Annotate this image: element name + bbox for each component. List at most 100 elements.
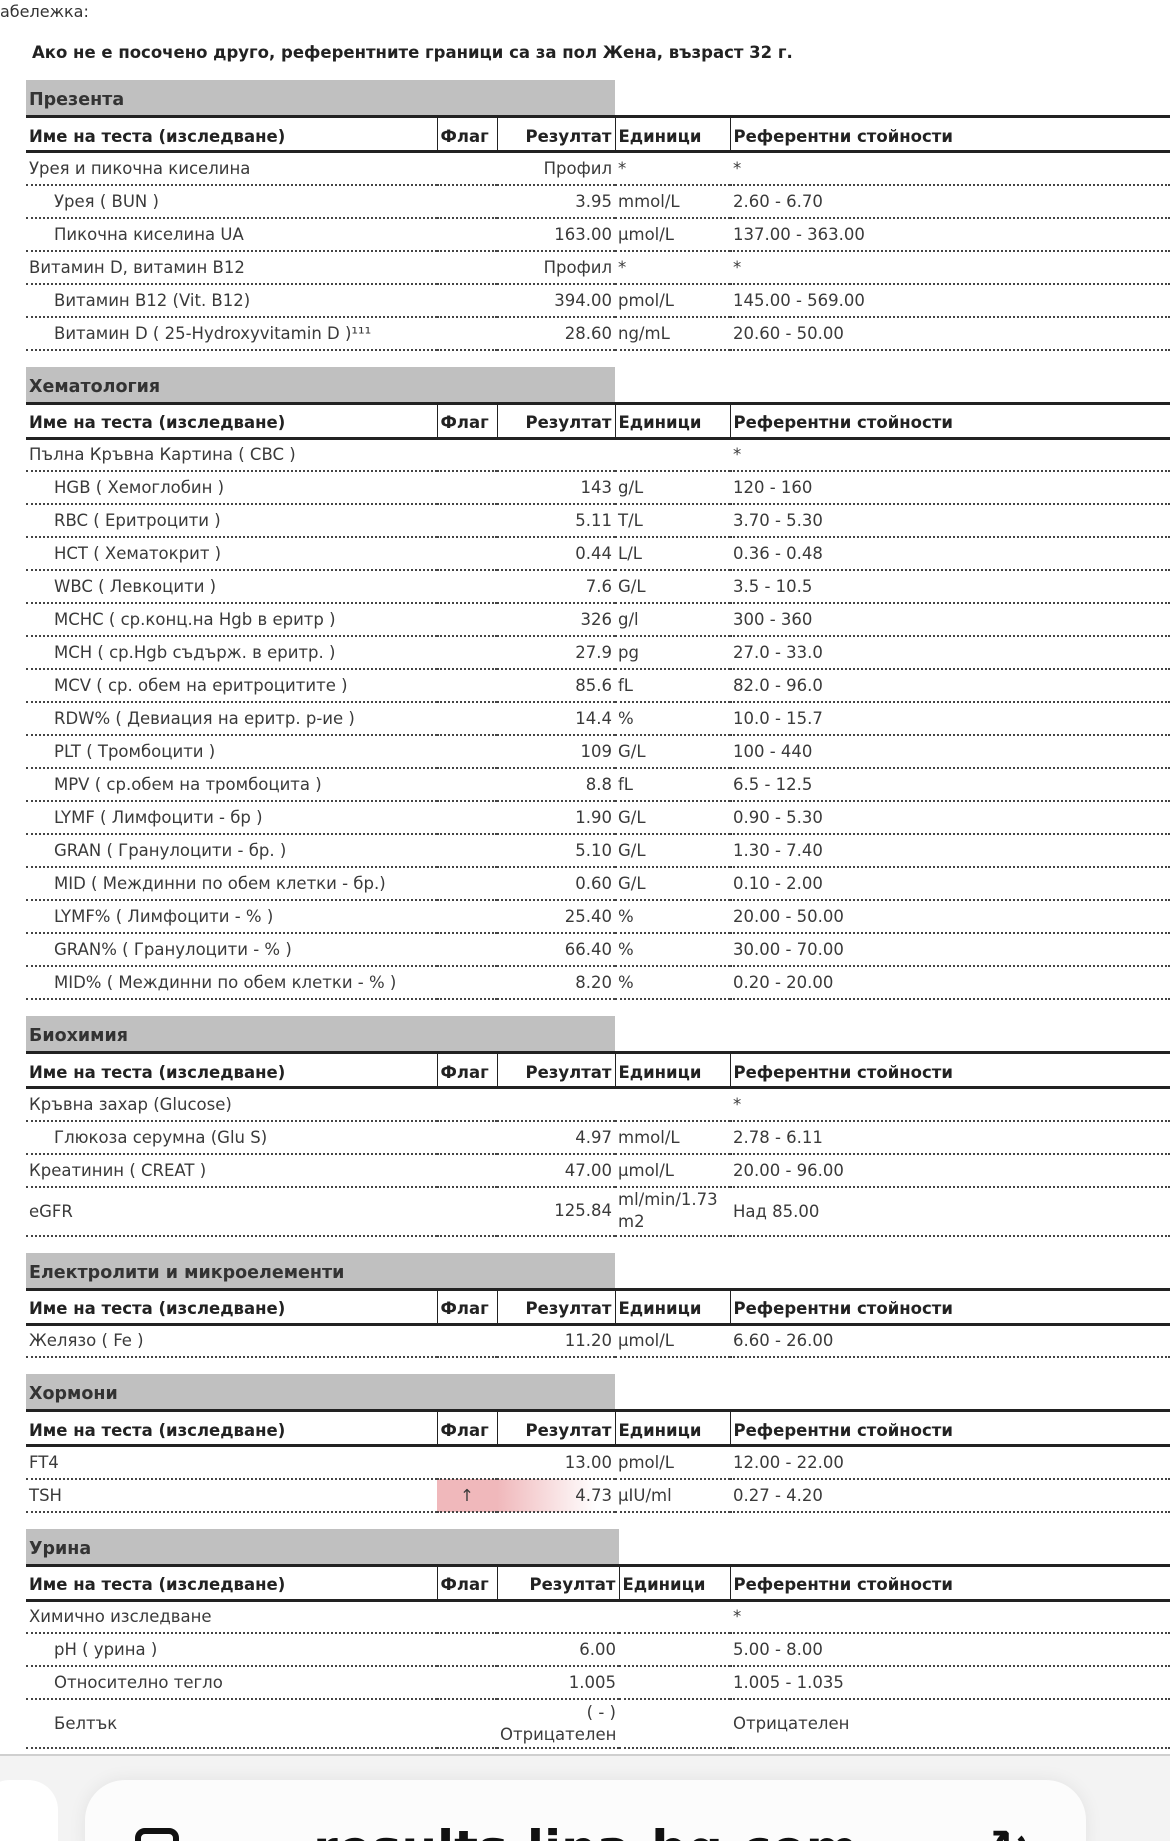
test-name: LYMF ( Лимфоцити - бр ) [26, 801, 437, 835]
test-name: MCH ( ср.Hgb съдърж. в еритр. ) [26, 636, 437, 670]
section-5: Урина Име на теста (изследване) Флаг Резулт… [26, 1528, 1170, 1749]
units: µmol/L [615, 217, 730, 252]
reference-range: 6.60 - 26.00 [730, 1324, 1170, 1358]
result-value: 4.97 [497, 1120, 615, 1155]
table-row: MCV ( ср. обем на еритроцитите ) 85.6 fL 82… [26, 669, 1170, 703]
result-value: 1.90 [497, 801, 615, 835]
result-value: 5.11 [497, 504, 615, 538]
table-row: MCH ( ср.Hgb съдърж. в еритр. ) 27.9 pg 27.… [26, 636, 1170, 670]
test-name: GRAN ( Гранулоцити - бр. ) [26, 834, 437, 868]
table-row: Пикочна киселина UA 163.00 µmol/L 137.00 - … [26, 217, 1170, 252]
reference-range: 1.005 - 1.035 [730, 1666, 1170, 1700]
units [615, 438, 730, 472]
units: mmol/L [615, 184, 730, 219]
result-value: 1.005 [497, 1666, 619, 1700]
url-text[interactable]: results.lina-bg.com [85, 1820, 1086, 1841]
units: µmol/L [615, 1153, 730, 1188]
table-row: WBC ( Левкоцити ) 7.6 G/L 3.5 - 10.5 [26, 570, 1170, 604]
results-table: Име на теста (изследване) Флаг Резултат Еди… [26, 1287, 1170, 1358]
flag-cell [437, 1600, 497, 1634]
test-name: HGB ( Хемоглобин ) [26, 471, 437, 505]
test-name: MPV ( ср.обем на тромбоцита ) [26, 768, 437, 802]
column-header-units: Единици [614, 401, 730, 440]
units [619, 1633, 730, 1667]
tabs-icon[interactable] [135, 1828, 179, 1841]
table-row: Витамин D, витамин B12 Профил * * [26, 250, 1170, 285]
result-value: 27.9 [497, 636, 615, 670]
table-row: LYMF ( Лимфоцити - бр ) 1.90 G/L 0.90 - 5.3… [26, 801, 1170, 835]
result-value: 66.40 [497, 933, 615, 967]
column-header-flag: Флаг [436, 115, 497, 153]
test-name: Витамин D ( 25-Hydroxyvitamin D )¹¹¹ [26, 316, 437, 351]
note-label: абележка: [0, 2, 89, 21]
units: pmol/L [615, 1445, 730, 1480]
flag-cell [437, 438, 497, 472]
table-row: PLT ( Тромбоцити ) 109 G/L 100 - 440 [26, 735, 1170, 769]
flag-cell [437, 900, 497, 934]
result-value: 8.20 [497, 966, 615, 1000]
test-name: Желязо ( Fe ) [26, 1324, 437, 1358]
column-header-ref: Референтни стойности [729, 115, 1170, 153]
column-header-ref: Референтни стойности [729, 401, 1170, 440]
flag-cell [437, 537, 497, 571]
units: * [615, 250, 730, 285]
result-value: Профил [497, 250, 615, 285]
units: g/L [615, 471, 730, 505]
test-name: WBC ( Левкоцити ) [26, 570, 437, 604]
result-value: 28.60 [497, 316, 615, 351]
column-header-result: Резултат [496, 1409, 615, 1447]
flag-cell [437, 250, 497, 285]
column-header-units: Единици [614, 1409, 730, 1447]
table-row: Относително тегло 1.005 1.005 - 1.035 [26, 1666, 1170, 1700]
flag-cell [437, 1324, 497, 1358]
header-row: Име на теста (изследване) Флаг Резултат Еди… [26, 1409, 1170, 1447]
result-value: ( - ) Отрицателен [497, 1699, 619, 1749]
units: fL [615, 768, 730, 802]
result-value: 3.95 [497, 184, 615, 219]
result-value: 163.00 [497, 217, 615, 252]
flag-cell [437, 933, 497, 967]
flag-cell [437, 1633, 497, 1667]
units [615, 1087, 730, 1122]
section-title: Хормони [26, 1374, 615, 1409]
units: µmol/L [615, 1324, 730, 1358]
table-row: GRAN% ( Гранулоцити - % ) 66.40% 30.00 - 7… [26, 933, 1170, 967]
result-value: 6.00 [497, 1633, 619, 1667]
results-table: Име на теста (изследване) Флаг Резултат Еди… [26, 115, 1170, 351]
share-icon[interactable]: ↻ [990, 1820, 1030, 1841]
test-name: LYMF% ( Лимфоцити - % ) [26, 900, 437, 934]
table-row: HGB ( Хемоглобин ) 143 g/L 120 - 160 [26, 471, 1170, 505]
reference-range: 100 - 440 [730, 735, 1170, 769]
test-name: MCHC ( ср.конц.на Hgb в еритр ) [26, 603, 437, 637]
test-name: TSH [26, 1478, 437, 1513]
back-card[interactable] [0, 1780, 58, 1841]
test-name: Креатинин ( CREAT ) [26, 1153, 437, 1188]
test-name: Витамин B12 (Vit. B12) [26, 283, 437, 318]
test-name: Урея и пикочна киселина [26, 151, 437, 186]
header-row: Име на теста (изследване) Флаг Резултат Еди… [26, 401, 1170, 440]
test-name: FT4 [26, 1445, 437, 1480]
table-row: Белтък ( - ) Отрицателен Отрицателен [26, 1699, 1170, 1749]
reference-range: 20.00 - 96.00 [730, 1153, 1170, 1188]
reference-range: 0.27 - 4.20 [730, 1478, 1170, 1513]
result-value: Профил [497, 151, 615, 186]
reference-range: * [730, 250, 1170, 285]
browser-bar: results.lina-bg.com ↻ [0, 1754, 1170, 1841]
result-value: 7.6 [497, 570, 615, 604]
reference-range: 6.5 - 12.5 [730, 768, 1170, 802]
units: * [615, 151, 730, 186]
header-row: Име на теста (изследване) Флаг Резултат Еди… [26, 1563, 1170, 1602]
table-row: MID ( Междинни по обем клетки - бр.) 0.60… [26, 867, 1170, 901]
flag-cell [437, 1699, 497, 1749]
column-header-flag: Флаг [436, 1409, 497, 1447]
address-bar[interactable]: results.lina-bg.com ↻ [85, 1780, 1086, 1841]
test-name: Витамин D, витамин B12 [26, 250, 437, 285]
column-header-name: Име на теста (изследване) [26, 1563, 437, 1602]
reference-range: 0.36 - 0.48 [730, 537, 1170, 571]
result-value: 11.20 [497, 1324, 615, 1358]
section-3: Електролити и микроелементи Име на теста … [26, 1252, 1170, 1358]
column-header-result: Резултат [496, 115, 615, 153]
reference-range: 145.00 - 569.00 [730, 283, 1170, 318]
header-row: Име на теста (изследване) Флаг Резултат Еди… [26, 115, 1170, 153]
